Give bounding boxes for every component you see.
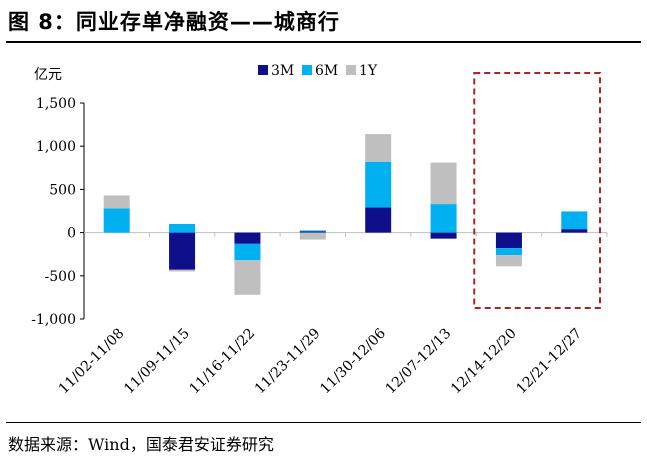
legend-swatch-3m: [258, 65, 268, 75]
x-tick-label: 11/16-11/22: [187, 326, 259, 398]
y-tick-label: 0: [67, 226, 76, 242]
chart-legend: 3M 6M 1Y: [258, 63, 378, 79]
y-axis-label: 亿元: [34, 67, 62, 83]
bar-3m-segment: [561, 229, 588, 233]
chart-bars: [103, 134, 588, 295]
bar-3m-segment: [169, 232, 196, 270]
bar-6m-segment: [169, 223, 196, 233]
bar-6m-segment: [430, 204, 457, 233]
source-rule: [6, 422, 641, 423]
title-rule: [6, 41, 641, 43]
legend-label: 1Y: [359, 63, 378, 79]
bar-6m-segment: [103, 208, 130, 233]
legend-swatch-1y: [346, 65, 356, 75]
x-tick-label: 11/02-11/08: [56, 326, 128, 398]
bar-1y-segment: [299, 232, 326, 240]
legend-label: 3M: [271, 63, 294, 79]
legend-swatch-6m: [302, 65, 312, 75]
bar-6m-segment: [234, 243, 261, 261]
figure-title: 图 8：同业存单净融资——城商行: [8, 10, 340, 34]
bar-6m-segment: [495, 248, 522, 256]
x-tick-label: 11/09-11/15: [121, 326, 193, 398]
bar-3m-segment: [365, 207, 392, 233]
bar-3m-segment: [299, 231, 326, 233]
bar-3m-segment: [234, 232, 261, 244]
bar-6m-segment: [365, 161, 392, 208]
x-tick-label: 12/14-12/20: [448, 326, 520, 398]
y-tick-label: -1,000: [31, 312, 76, 328]
bar-3m-segment: [495, 232, 522, 249]
bar-3m-segment: [430, 232, 457, 239]
bar-1y-segment: [103, 195, 130, 209]
x-tick-label: 12/21-12/27: [513, 326, 585, 398]
y-tick-label: -500: [45, 269, 76, 285]
bar-1y-segment: [169, 269, 196, 272]
highlight-box: [473, 72, 601, 309]
x-tick-label: 11/30-12/06: [317, 325, 389, 397]
bar-1y-segment: [234, 260, 261, 295]
y-tick-label: 1,000: [36, 139, 76, 155]
highlight-box-outline: [473, 72, 601, 309]
x-tick-label: 11/23-11/29: [252, 326, 324, 398]
bar-1y-segment: [430, 162, 457, 205]
stacked-bar-chart: 亿元-1,000-50005001,0001,50011/02-11/0811/…: [31, 63, 608, 398]
legend-label: 6M: [315, 63, 338, 79]
bar-6m-segment: [299, 230, 326, 232]
bar-6m-segment: [561, 211, 588, 230]
y-tick-label: 500: [49, 182, 76, 198]
x-tick-label: 12/07-12/13: [383, 326, 455, 398]
bar-1y-segment: [495, 255, 522, 267]
source-note: 数据来源：Wind，国泰君安证券研究: [8, 435, 274, 454]
y-tick-label: 1,500: [36, 96, 76, 112]
bar-1y-segment: [365, 134, 392, 162]
